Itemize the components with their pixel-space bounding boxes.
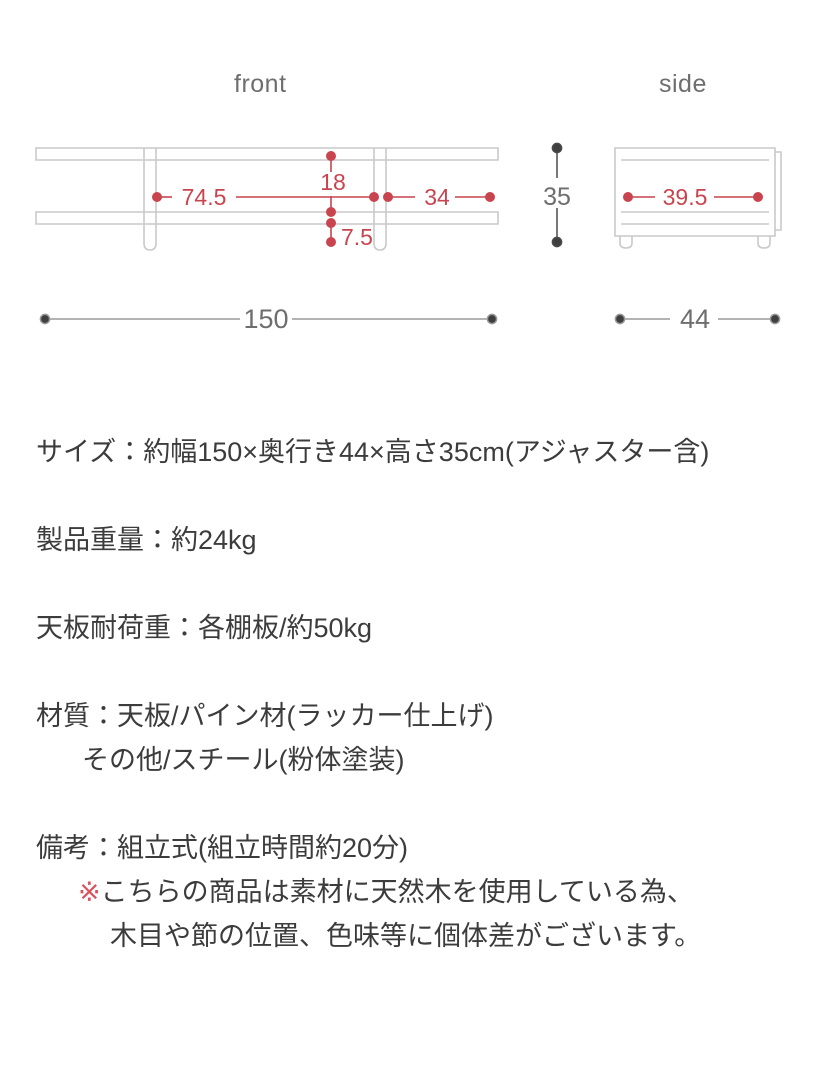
dim-18-label: 18 bbox=[320, 169, 346, 195]
spec-remarks-assembly: 備考：組立式(組立時間約20分) bbox=[36, 833, 409, 863]
front-view-outline bbox=[35, 147, 499, 251]
specification-list: サイズ：約幅150×奥行き44×高さ35cm(アジャスター含) 製品重量：約24… bbox=[36, 430, 796, 958]
dim-18 bbox=[325, 151, 336, 218]
dim-44-label: 44 bbox=[680, 304, 710, 334]
dim-35-label: 35 bbox=[543, 183, 571, 211]
dimension-drawing: 74.5 34 18 7.5 bbox=[0, 0, 821, 360]
spec-group-load: 天板耐荷重：各棚板/約50kg bbox=[36, 606, 796, 650]
dim-7-5-label: 7.5 bbox=[341, 224, 373, 250]
dim-74-5 bbox=[152, 192, 379, 203]
spec-remarks-note-text-1: こちらの商品は素材に天然木を使用している為、 bbox=[100, 877, 694, 907]
note-asterisk-icon: ※ bbox=[78, 877, 101, 907]
spec-group-weight: 製品重量：約24kg bbox=[36, 518, 796, 562]
spec-group-material: 材質：天板/パイン材(ラッカー仕上げ) その他/スチール(粉体塗装) bbox=[36, 694, 796, 782]
side-view-label: side bbox=[659, 70, 707, 98]
dim-7-5 bbox=[325, 218, 336, 248]
front-view-label: front bbox=[234, 70, 287, 98]
spec-remarks-note-line-1: ※こちらの商品は素材に天然木を使用している為、 bbox=[36, 870, 796, 914]
dim-150 bbox=[39, 313, 498, 325]
dim-150-label: 150 bbox=[243, 304, 288, 334]
dim-39-5-label: 39.5 bbox=[663, 184, 708, 210]
spec-weight: 製品重量：約24kg bbox=[36, 525, 257, 555]
dim-35 bbox=[551, 142, 563, 248]
spec-group-size: サイズ：約幅150×奥行き44×高さ35cm(アジャスター含) bbox=[36, 430, 796, 474]
spec-remarks-note-line-2: 木目や節の位置、色味等に個体差がございます。 bbox=[110, 921, 702, 951]
spec-group-remarks: 備考：組立式(組立時間約20分) ※こちらの商品は素材に天然木を使用している為、… bbox=[36, 826, 796, 958]
dim-44 bbox=[614, 313, 781, 325]
spec-material-secondary: その他/スチール(粉体塗装) bbox=[82, 745, 405, 775]
spec-material-primary: 材質：天板/パイン材(ラッカー仕上げ) bbox=[36, 701, 494, 731]
dim-34 bbox=[382, 192, 495, 203]
dim-34-label: 34 bbox=[424, 184, 450, 210]
dim-39-5 bbox=[622, 192, 763, 203]
spec-load-capacity: 天板耐荷重：各棚板/約50kg bbox=[36, 613, 373, 643]
dim-74-5-label: 74.5 bbox=[182, 184, 227, 210]
side-view-outline bbox=[614, 147, 782, 249]
spec-size: サイズ：約幅150×奥行き44×高さ35cm(アジャスター含) bbox=[36, 437, 710, 467]
